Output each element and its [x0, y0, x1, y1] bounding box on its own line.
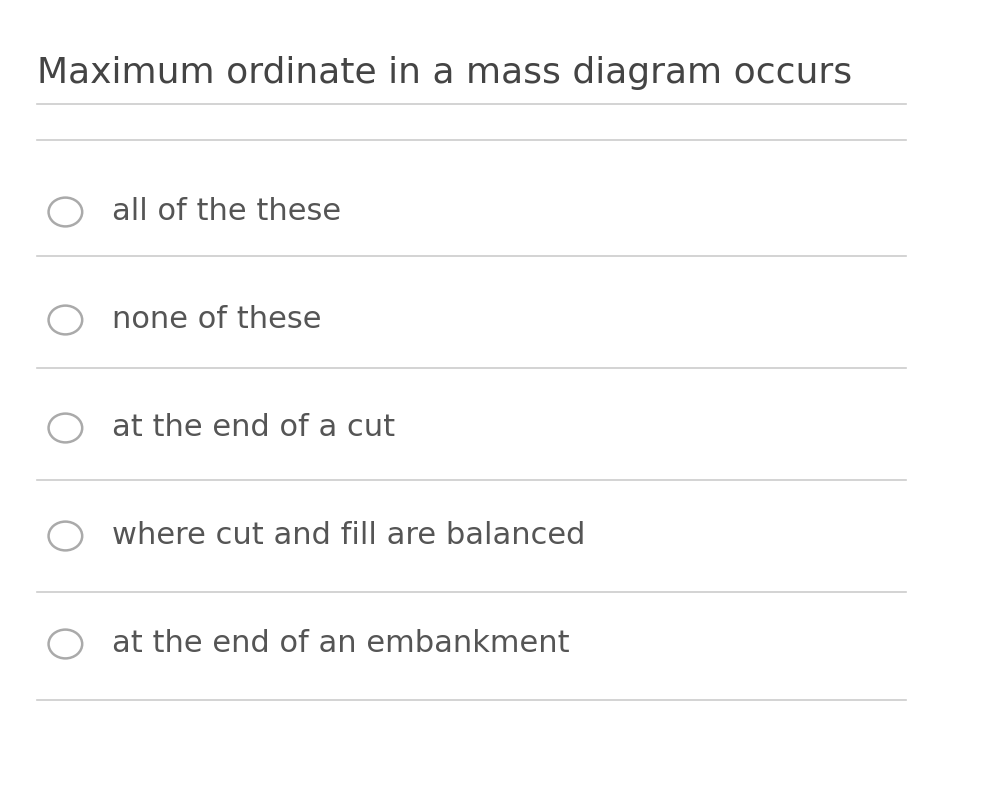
Text: at the end of a cut: at the end of a cut: [112, 414, 395, 442]
Text: at the end of an embankment: at the end of an embankment: [112, 630, 569, 658]
Text: none of these: none of these: [112, 306, 322, 334]
Text: all of the these: all of the these: [112, 198, 341, 226]
Text: Maximum ordinate in a mass diagram occurs: Maximum ordinate in a mass diagram occur…: [37, 56, 852, 90]
Text: where cut and fill are balanced: where cut and fill are balanced: [112, 522, 585, 550]
